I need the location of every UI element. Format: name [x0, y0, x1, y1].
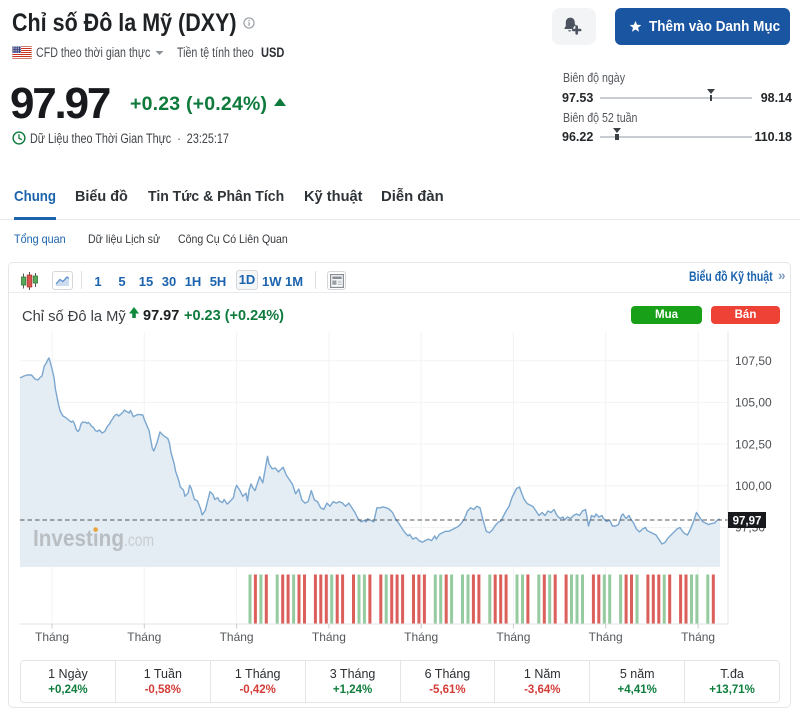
svg-text:Tháng: Tháng	[681, 630, 715, 644]
svg-text:Tháng: Tháng	[496, 630, 530, 644]
svg-text:100,00: 100,00	[735, 479, 772, 493]
svg-text:Tháng: Tháng	[312, 630, 346, 644]
svg-text:107,50: 107,50	[735, 354, 772, 368]
svg-text:Tháng: Tháng	[220, 630, 254, 644]
svg-text:Tháng: Tháng	[127, 630, 161, 644]
svg-text:Investing.com: Investing.com	[33, 525, 154, 551]
svg-text:102,50: 102,50	[735, 437, 772, 451]
svg-text:105,00: 105,00	[735, 396, 772, 410]
svg-text:Tháng: Tháng	[589, 630, 623, 644]
svg-text:Tháng: Tháng	[35, 630, 69, 644]
svg-text:97,97: 97,97	[733, 515, 762, 527]
svg-text:Tháng: Tháng	[404, 630, 438, 644]
